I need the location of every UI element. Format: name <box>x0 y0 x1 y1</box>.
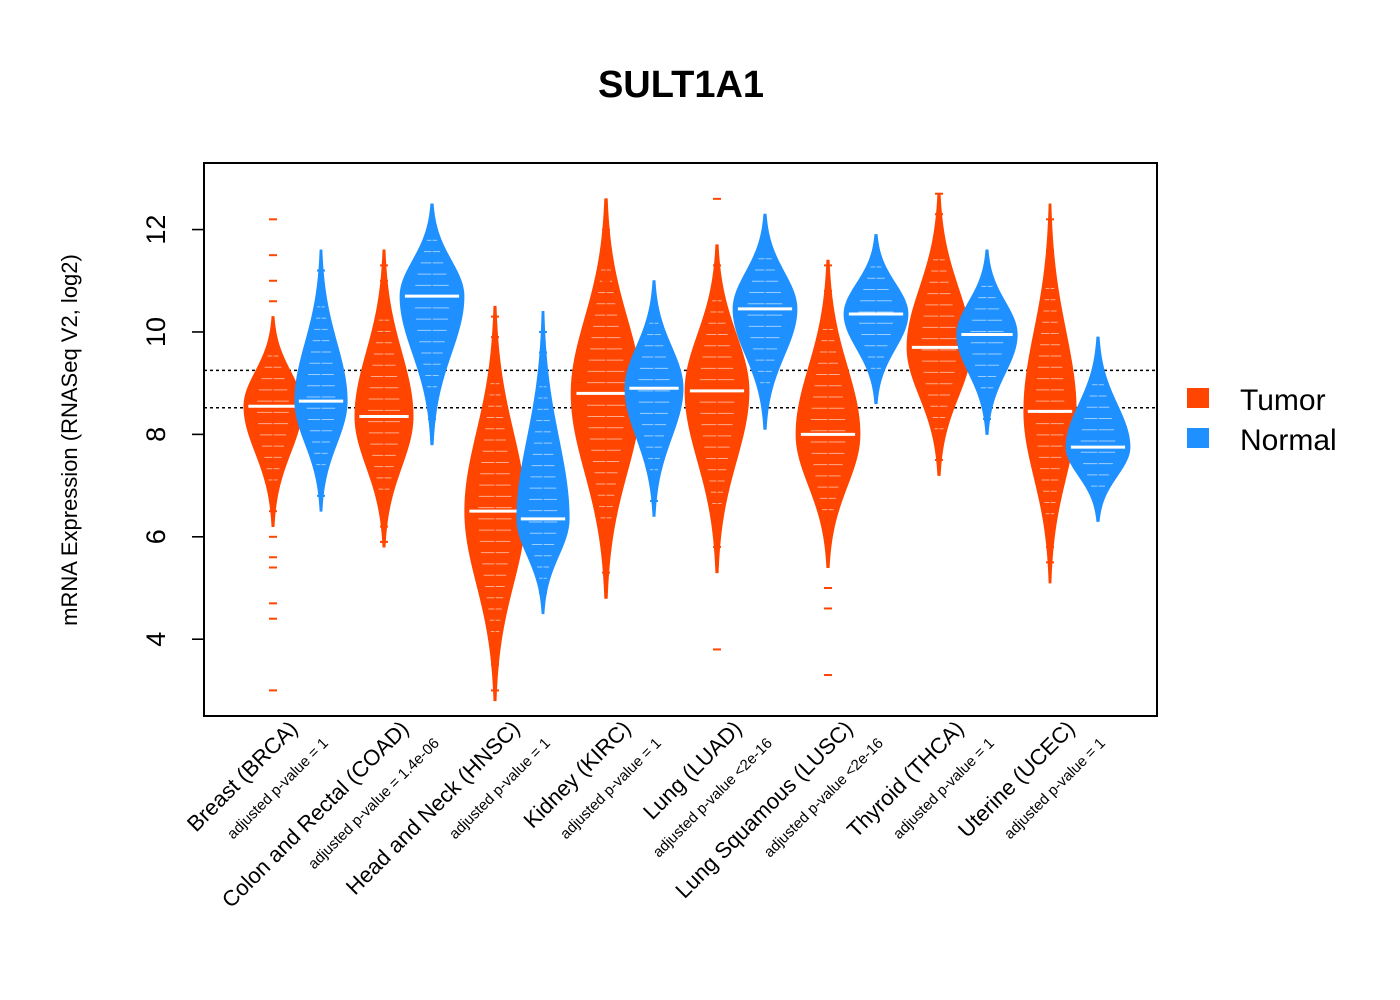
violin-normal <box>843 234 909 405</box>
y-axis: 4 6 8 10 12 <box>141 215 204 647</box>
plot-frame <box>203 162 1158 717</box>
violin-tumor <box>243 218 303 692</box>
legend-swatch-normal <box>1187 428 1209 448</box>
violin-normal <box>732 213 798 430</box>
violin-normal <box>956 249 1018 435</box>
violin-tumor <box>570 198 642 599</box>
legend-swatch-tumor <box>1187 388 1209 408</box>
legend-label-normal: Normal <box>1240 424 1337 457</box>
y-tick-label: 8 <box>141 427 171 442</box>
y-tick-label: 12 <box>141 215 171 245</box>
violins-layer <box>243 192 1131 702</box>
y-axis-label: mRNA Expression (RNASeq V2, log2) <box>57 254 82 626</box>
violin-tumor <box>795 259 861 677</box>
violin-normal <box>294 249 348 512</box>
y-tick-label: 10 <box>141 317 171 347</box>
violin-tumor <box>906 192 972 476</box>
violin-tumor <box>464 305 526 702</box>
violin-normal <box>1065 336 1131 522</box>
y-tick-label: 4 <box>141 632 171 647</box>
violin-tumor <box>354 249 414 548</box>
legend-label-tumor: Tumor <box>1240 384 1326 417</box>
violin-normal <box>399 203 465 446</box>
chart-title: SULT1A1 <box>598 64 764 106</box>
violin-tumor <box>1023 203 1077 584</box>
violin-tumor <box>684 197 750 651</box>
violin-normal <box>516 310 570 615</box>
legend: Tumor Normal <box>1187 384 1337 457</box>
violin-normal <box>624 280 684 517</box>
y-tick-label: 6 <box>141 529 171 544</box>
